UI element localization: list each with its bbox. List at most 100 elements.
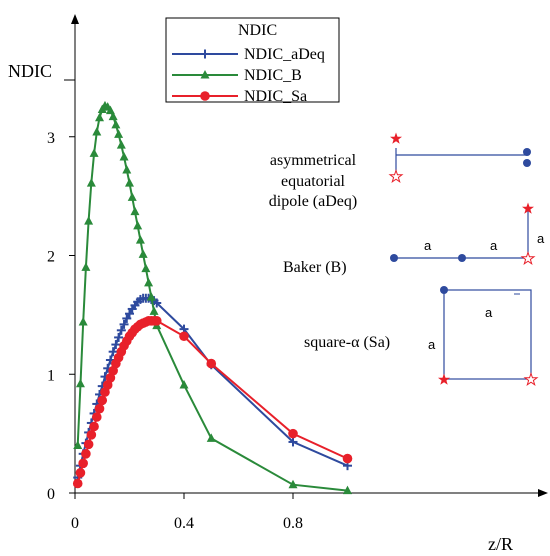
data-point [84,216,94,225]
y-tick-label: 0 [47,486,55,503]
data-point [116,140,126,149]
data-point [127,192,137,201]
data-point [151,316,162,326]
data-point [86,430,97,440]
data-point [105,105,115,115]
data-point [75,378,85,388]
series-layer [72,100,353,495]
series-NDIC_B [73,100,352,495]
legend-marker [200,91,210,101]
data-point [78,317,88,326]
y-axis-arrow [71,14,79,24]
legend-marker [200,70,210,79]
data-point [130,206,140,216]
legend-frame [165,17,340,103]
data-point [288,479,298,489]
legend-label: NDIC_Sa [244,88,307,105]
data-point [97,395,108,406]
dot-icon [458,254,466,262]
dot-icon [523,148,531,156]
data-point [206,358,217,369]
data-point [111,340,121,350]
data-point [81,449,91,459]
data-point [73,440,83,449]
dot-icon [440,286,448,294]
side-label-a: a [537,231,545,246]
filled-star-icon [522,202,534,214]
data-point [206,433,216,442]
data-point [146,292,156,301]
annotation-aDeq-line1: asymmetrical [270,152,357,169]
hollow-star-icon [388,168,404,184]
data-point [92,127,102,136]
data-point [108,111,118,121]
data-point [179,331,189,342]
data-point [95,112,105,122]
annotation-square-alpha: square-α (Sa) [304,334,390,351]
legend-label: NDIC_B [244,67,302,84]
data-point [149,306,159,315]
x-axis-title: z/R [488,534,513,554]
hollow-star-icon [520,250,536,266]
y-tick-label: 3 [47,130,55,147]
data-point [89,421,99,432]
hollow-star-icon [523,371,539,387]
data-point [141,263,151,273]
x-axis-arrow [538,489,548,497]
data-point [75,468,86,478]
legend-item: NDIC_aDeq [172,46,325,63]
y-tick-label: 1 [47,367,55,384]
data-point [122,165,132,174]
data-point [92,412,102,422]
data-point [122,313,132,323]
side-label-a: a [490,238,498,253]
annotation-aDeq-line2: equatorial [281,173,346,190]
legend-item: NDIC_B [172,67,302,84]
data-point [288,428,298,439]
legend: NDIC NDIC_aDeq NDIC_B NDIC_Sa [165,17,340,105]
data-point [111,119,121,129]
data-point [125,309,134,319]
diagram-square-alpha: a a [428,286,539,387]
legend-marker [200,49,210,59]
diagram-aDeq [388,132,531,184]
series-NDIC_aDeq [73,293,352,483]
data-point [125,178,134,187]
data-point [133,220,143,230]
data-point [179,379,189,389]
filled-star-icon [438,373,450,385]
data-point [342,453,353,464]
data-point [135,235,145,244]
x-tick-label: 0.4 [174,515,194,532]
data-point [81,262,91,271]
data-point [343,485,352,495]
data-point [94,403,105,414]
data-point [119,319,129,329]
data-point [288,437,298,447]
legend-label: NDIC_aDeq [244,46,325,63]
x-tick-label: 0 [71,515,79,532]
annotations: asymmetrical equatorial dipole (aDeq) Ba… [269,152,390,351]
data-point [119,151,129,161]
data-point [152,298,162,308]
data-point [83,439,94,450]
tick-group: 0 0.4 0.8 0 1 2 3 [47,130,303,532]
dot-icon [390,254,398,262]
data-point [114,129,124,138]
data-point [86,178,96,187]
data-point [116,325,126,335]
data-point [72,478,83,489]
series-line [76,104,348,492]
y-tick-label: 2 [47,249,55,266]
filled-star-icon [390,132,402,144]
annotation-baker: Baker (B) [283,259,347,276]
y-axis-title: NDIC [8,61,52,81]
data-point [78,458,88,469]
side-label-a: a [485,305,493,320]
diagram-baker: a a a [390,202,545,266]
annotation-aDeq-line3: dipole (aDeq) [269,193,357,210]
dot-icon [523,159,531,167]
side-label-a: a [424,238,432,253]
legend-title: NDIC [238,22,277,39]
